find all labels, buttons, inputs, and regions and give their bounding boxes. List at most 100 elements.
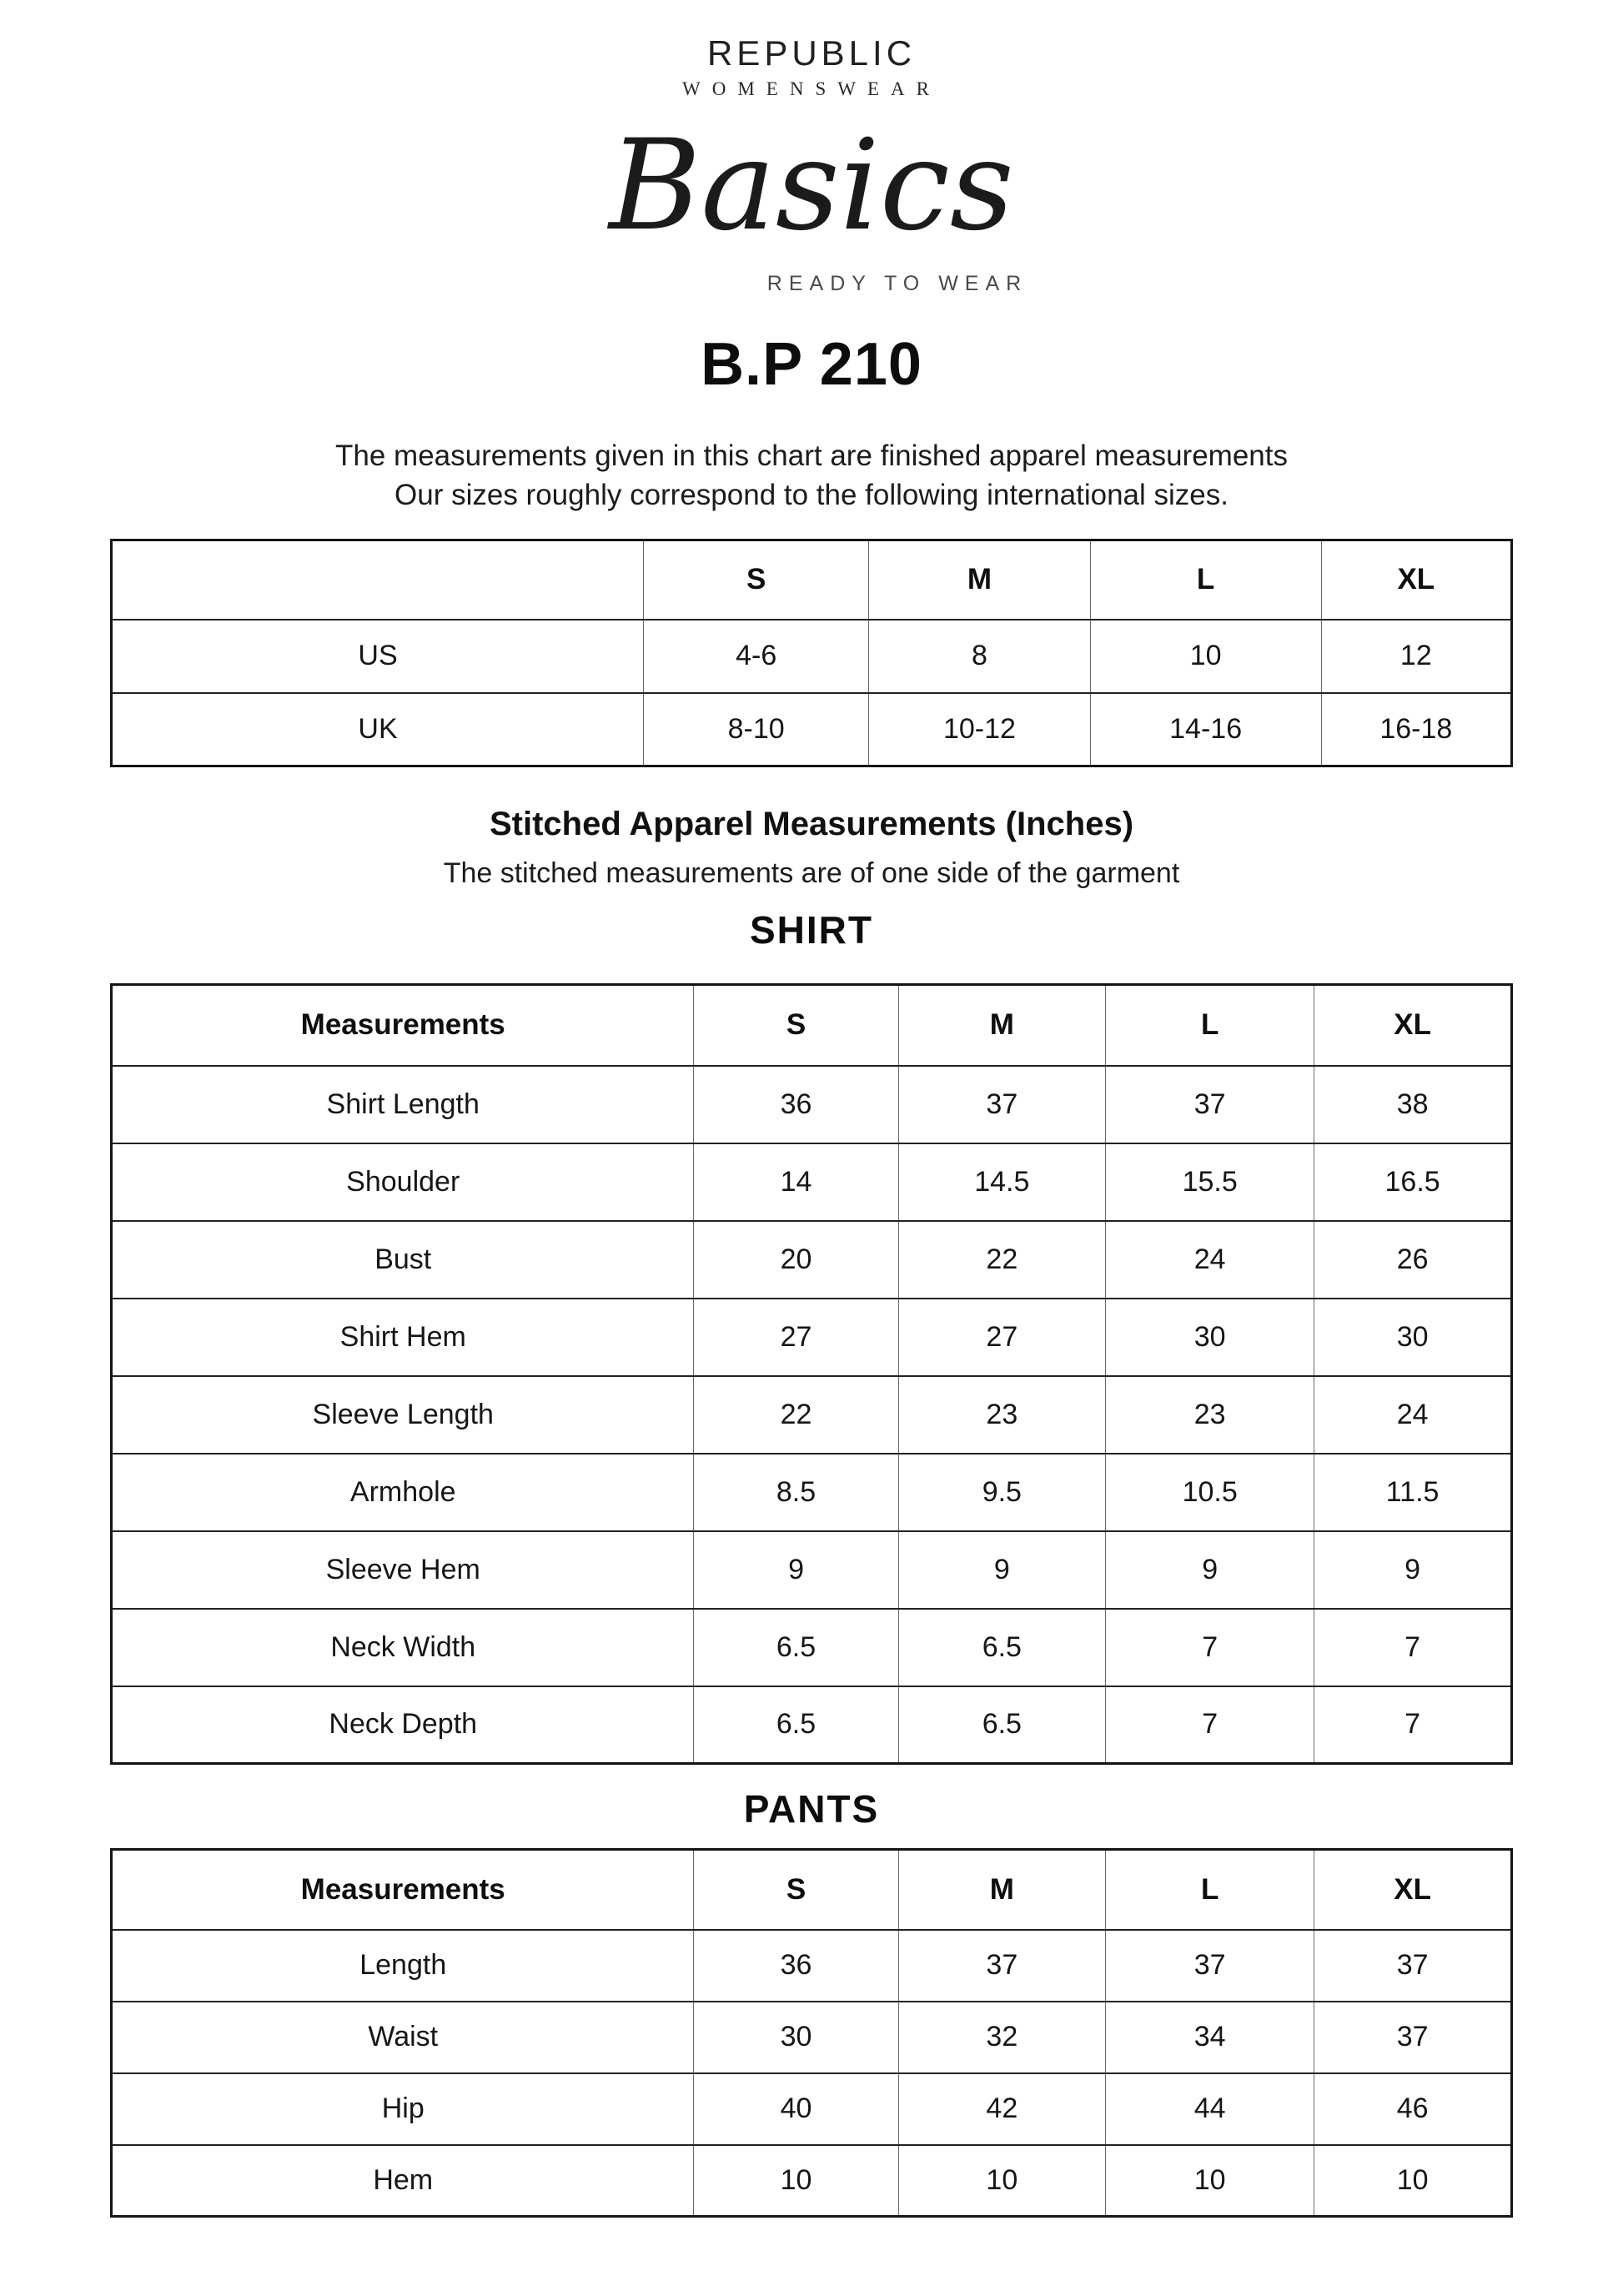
- column-header: XL: [1320, 539, 1513, 620]
- value-cell: 37: [1105, 1064, 1315, 1144]
- value-cell: 7: [1314, 1607, 1512, 1687]
- row-label: Shirt Hem: [110, 1297, 695, 1377]
- section-title: Stitched Apparel Measurements (Inches): [489, 806, 1134, 842]
- value-cell: 11.5: [1314, 1452, 1512, 1532]
- value-cell: 14: [693, 1142, 899, 1222]
- table-row: Sleeve Hem 9 9 9 9: [110, 1530, 1512, 1610]
- table-row: UK 8-10 10-12 14-16 16-18: [110, 691, 1513, 767]
- basics-script-logo: Basics: [609, 113, 1014, 259]
- brand-name: REPUBLIC: [706, 33, 917, 73]
- intro-text: The measurements given in this chart are…: [0, 436, 1623, 515]
- value-cell: 32: [897, 2000, 1107, 2074]
- row-label: Armhole: [110, 1452, 695, 1532]
- row-label: Hem: [110, 2143, 695, 2218]
- column-header: S: [693, 1848, 899, 1931]
- row-label: Sleeve Hem: [110, 1530, 695, 1610]
- column-header: L: [1105, 1848, 1315, 1931]
- column-header: L: [1105, 983, 1315, 1067]
- value-cell: 30: [1314, 1297, 1512, 1377]
- value-cell: 27: [693, 1297, 899, 1377]
- table-row: Hem 10 10 10 10: [110, 2143, 1512, 2218]
- value-cell: 24: [1314, 1374, 1512, 1454]
- value-cell: 6.5: [897, 1607, 1107, 1687]
- row-label: UK: [110, 691, 645, 767]
- row-label: Neck Width: [110, 1607, 695, 1687]
- table-row: Hip 40 42 44 46: [110, 2072, 1512, 2146]
- value-cell: 6.5: [693, 1607, 899, 1687]
- row-label: Bust: [110, 1219, 695, 1299]
- table-row: Sleeve Length 22 23 23 24: [110, 1374, 1512, 1454]
- section-subtitle: The stitched measurements are of one sid…: [443, 857, 1180, 889]
- row-label: Shirt Length: [110, 1064, 695, 1144]
- value-cell: 40: [693, 2072, 899, 2146]
- table-row: Bust 20 22 24 26: [110, 1219, 1512, 1299]
- column-header: M: [868, 539, 1091, 620]
- shirt-measurements-table: Measurements S M L XL Shirt Length 36 37 37 38 Sho…: [110, 983, 1513, 1765]
- column-header: M: [897, 983, 1107, 1067]
- value-cell: 16-18: [1320, 691, 1513, 767]
- row-label: US: [110, 618, 645, 694]
- table-row: Shirt Hem 27 27 30 30: [110, 1297, 1512, 1377]
- header-row: S M L XL: [110, 539, 1513, 620]
- value-cell: 30: [1105, 1297, 1315, 1377]
- column-header: XL: [1314, 1848, 1512, 1931]
- intro-line-2: Our sizes roughly correspond to the foll…: [394, 479, 1229, 511]
- value-cell: 37: [897, 1064, 1107, 1144]
- pants-heading: PANTS: [743, 1787, 880, 1831]
- value-cell: 44: [1105, 2072, 1315, 2146]
- value-cell: 37: [1314, 1928, 1512, 2002]
- value-cell: 8.5: [693, 1452, 899, 1532]
- value-cell: 12: [1320, 618, 1513, 694]
- column-header: S: [643, 539, 870, 620]
- header-row: Measurements S M L XL: [110, 983, 1512, 1067]
- value-cell: 20: [693, 1219, 899, 1299]
- value-cell: 8-10: [643, 691, 870, 767]
- value-cell: 37: [897, 1928, 1107, 2002]
- value-cell: 10: [1314, 2143, 1512, 2218]
- value-cell: 42: [897, 2072, 1107, 2146]
- value-cell: 6.5: [897, 1685, 1107, 1765]
- row-label: Waist: [110, 2000, 695, 2074]
- row-label: Hip: [110, 2072, 695, 2146]
- value-cell: 46: [1314, 2072, 1512, 2146]
- value-cell: 9: [1105, 1530, 1315, 1610]
- table-row: Length 36 37 37 37: [110, 1928, 1512, 2002]
- value-cell: 9: [897, 1530, 1107, 1610]
- blank-header: [110, 539, 645, 620]
- row-label: Length: [110, 1928, 695, 2002]
- value-cell: 16.5: [1314, 1142, 1512, 1222]
- row-label: Shoulder: [110, 1142, 695, 1222]
- value-cell: 10: [693, 2143, 899, 2218]
- table-row: Neck Width 6.5 6.5 7 7: [110, 1607, 1512, 1687]
- value-cell: 30: [693, 2000, 899, 2074]
- value-cell: 15.5: [1105, 1142, 1315, 1222]
- column-header: L: [1089, 539, 1322, 620]
- value-cell: 38: [1314, 1064, 1512, 1144]
- table-row: Waist 30 32 34 37: [110, 2000, 1512, 2074]
- value-cell: 10: [1105, 2143, 1315, 2218]
- column-header: XL: [1314, 983, 1512, 1067]
- value-cell: 4-6: [643, 618, 870, 694]
- value-cell: 37: [1314, 2000, 1512, 2074]
- value-cell: 22: [693, 1374, 899, 1454]
- value-cell: 34: [1105, 2000, 1315, 2074]
- product-code: B.P 210: [701, 331, 922, 398]
- value-cell: 37: [1105, 1928, 1315, 2002]
- international-size-table: S M L XL US 4-6 8 10 12 UK 8-10 10-12 14-16 16-18: [110, 539, 1513, 767]
- value-cell: 10-12: [868, 691, 1091, 767]
- value-cell: 10: [1089, 618, 1322, 694]
- table-row: Neck Depth 6.5 6.5 7 7: [110, 1685, 1512, 1765]
- value-cell: 26: [1314, 1219, 1512, 1299]
- table-row: US 4-6 8 10 12: [110, 618, 1513, 694]
- row-label: Neck Depth: [110, 1685, 695, 1765]
- brand-division: WOMENSWEAR: [682, 78, 941, 99]
- value-cell: 7: [1105, 1685, 1315, 1765]
- table-row: Shirt Length 36 37 37 38: [110, 1064, 1512, 1144]
- header-row: Measurements S M L XL: [110, 1848, 1512, 1931]
- column-header: Measurements: [110, 983, 695, 1067]
- value-cell: 23: [1105, 1374, 1315, 1454]
- column-header: Measurements: [110, 1848, 695, 1931]
- column-header: M: [897, 1848, 1107, 1931]
- value-cell: 36: [693, 1064, 899, 1144]
